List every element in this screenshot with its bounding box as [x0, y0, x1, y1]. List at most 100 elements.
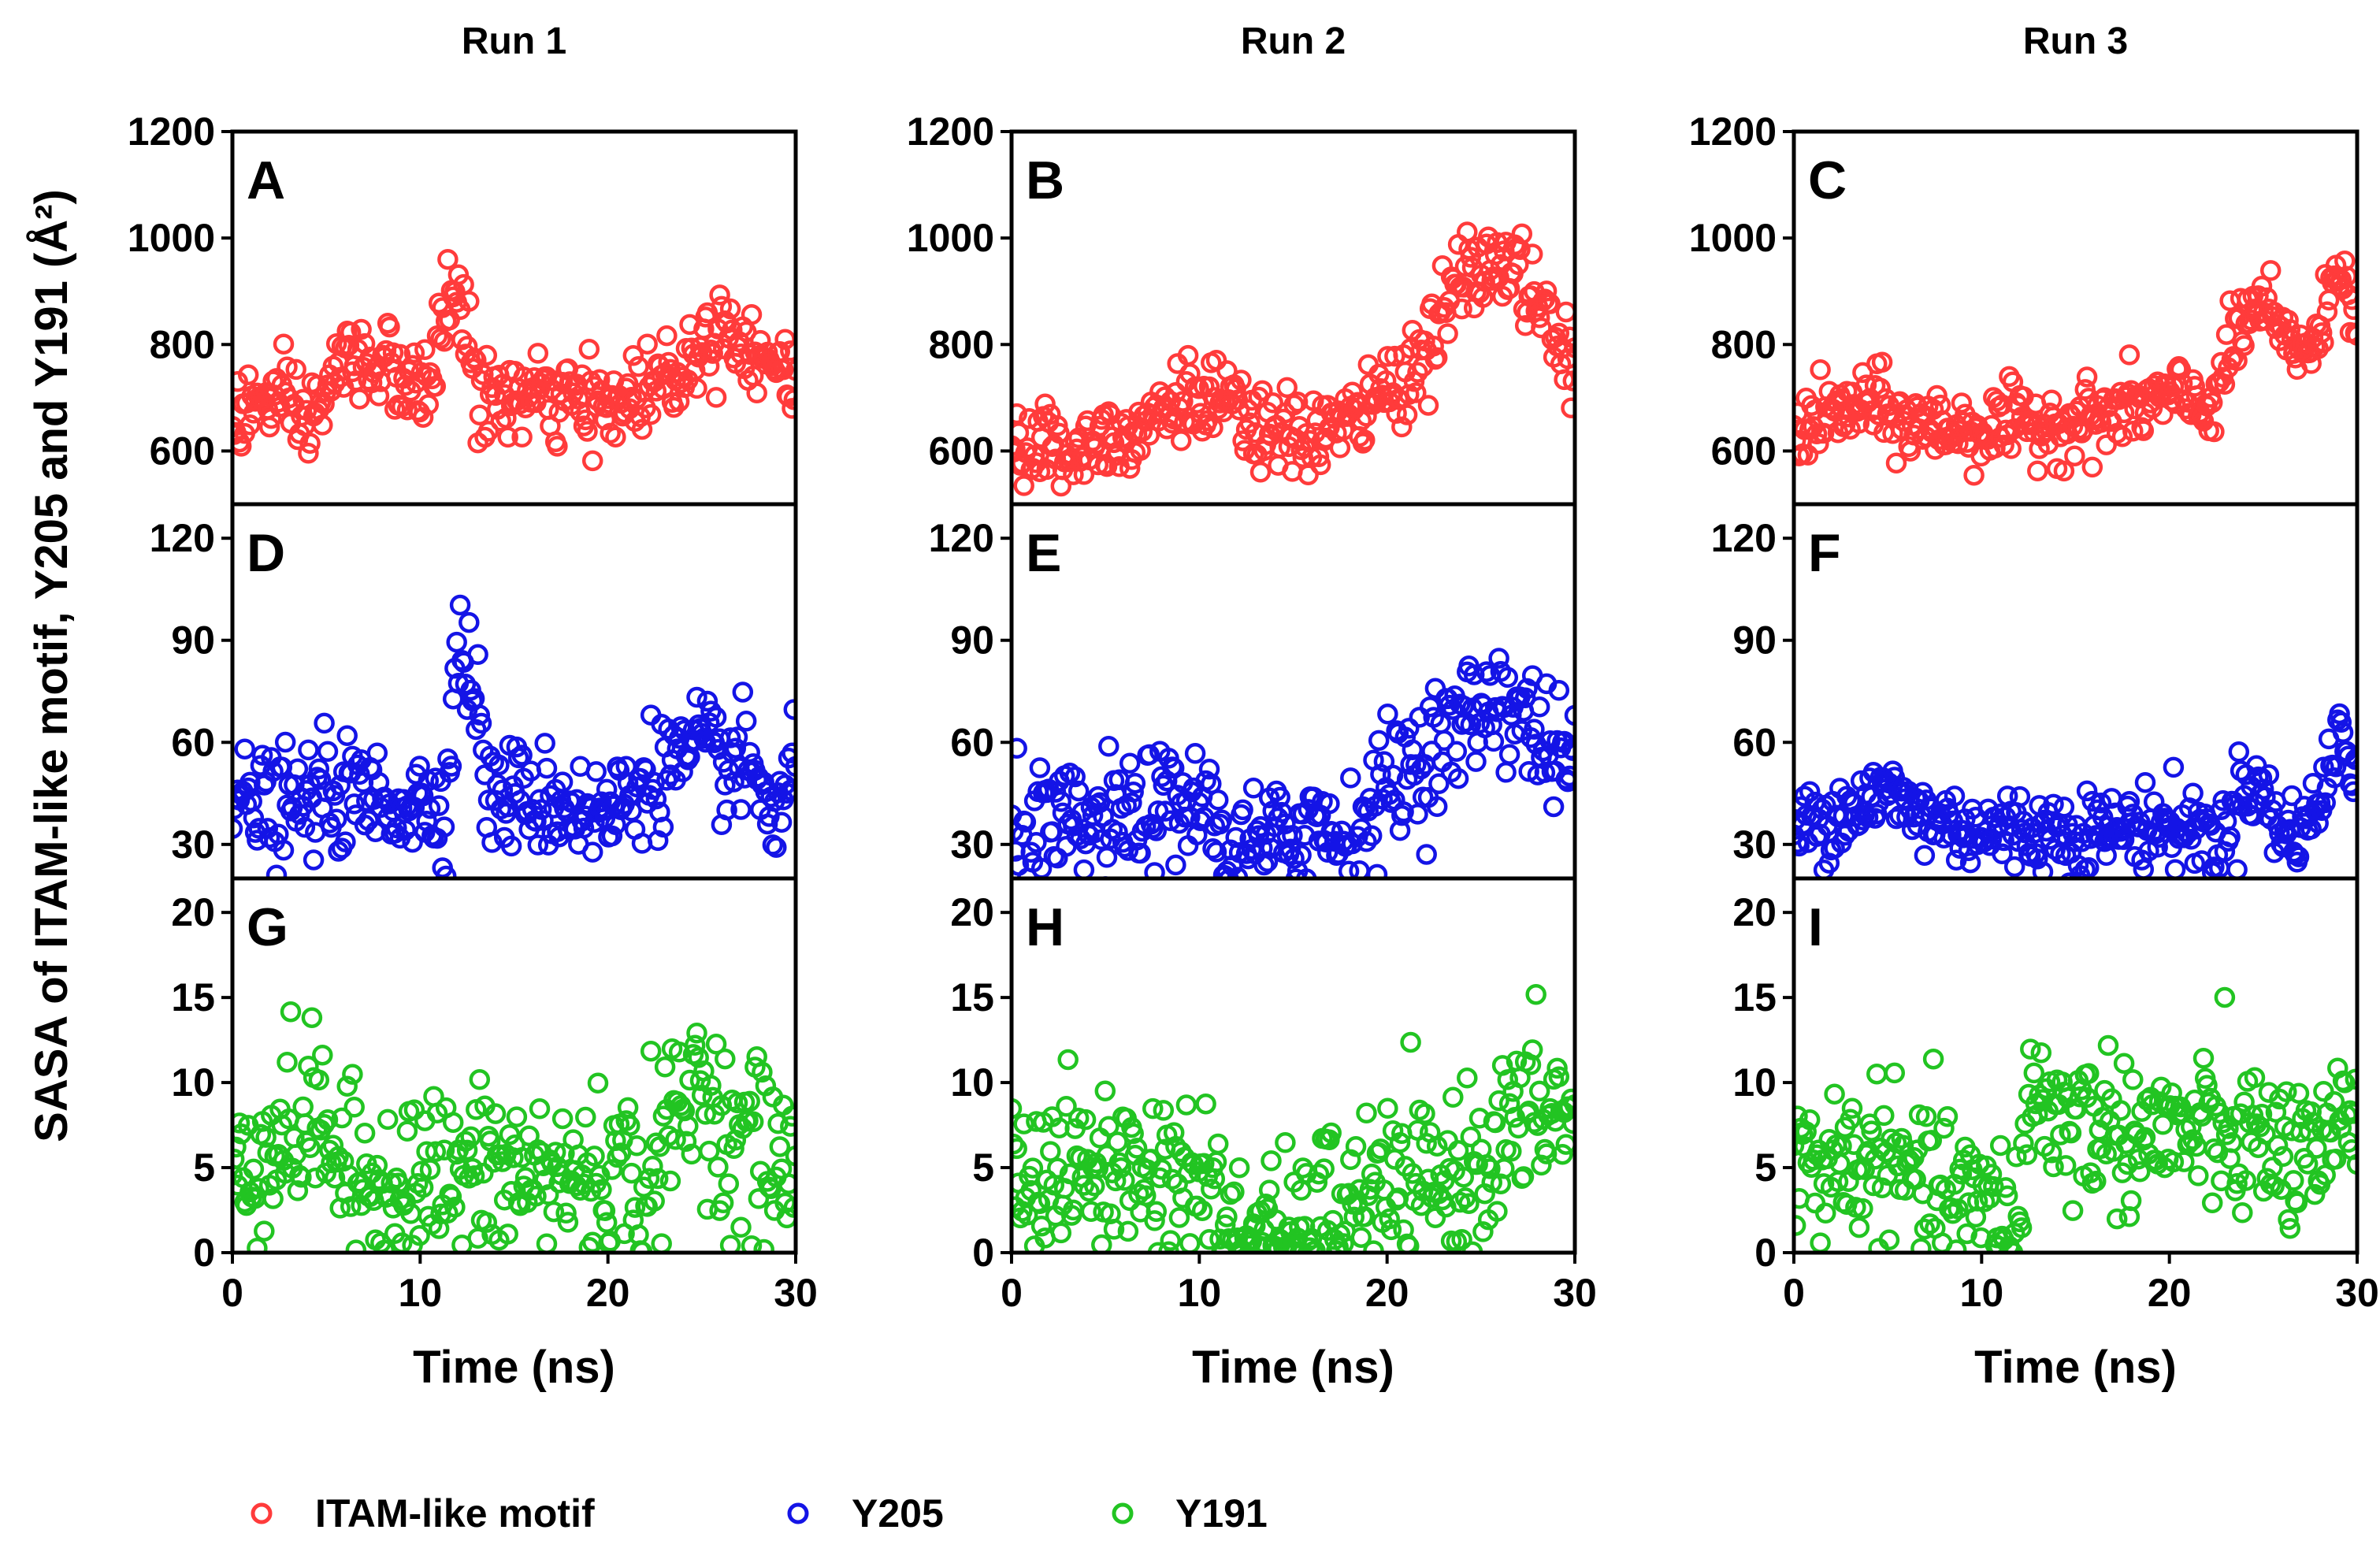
panel-F-points: [1794, 703, 2357, 878]
data-point: [2170, 358, 2192, 381]
data-point: [2315, 792, 2336, 814]
x-tick-label: 20: [1365, 1271, 1409, 1315]
data-point: [689, 1070, 711, 1091]
data-point: [2043, 1156, 2064, 1178]
data-point: [1290, 845, 1312, 866]
data-point: [1841, 1097, 1863, 1120]
data-point: [601, 825, 623, 847]
data-point: [349, 388, 370, 410]
data-point: [1227, 876, 1241, 878]
data-point: [403, 342, 425, 364]
data-point: [589, 369, 611, 391]
data-point: [1495, 762, 1517, 783]
data-point: [409, 1225, 430, 1246]
data-point: [343, 1097, 365, 1118]
data-point: [1117, 1220, 1139, 1242]
data-point: [1887, 1155, 1909, 1177]
data-point: [2221, 1131, 2243, 1153]
legend: ITAM-like motif Y205 Y191: [251, 1491, 1268, 1535]
data-point: [601, 1159, 623, 1180]
data-point: [1160, 810, 1181, 832]
data-point: [2118, 344, 2141, 366]
x-tick-label: 30: [1553, 1271, 1597, 1315]
y-tick-label: 10: [950, 1060, 994, 1105]
data-point: [2204, 421, 2225, 443]
data-point: [2143, 791, 2165, 813]
data-point: [308, 758, 330, 780]
data-point: [1497, 1069, 1519, 1090]
data-point: [2218, 1118, 2239, 1139]
data-point: [440, 756, 462, 777]
data-point: [314, 712, 335, 734]
data-point: [1198, 759, 1220, 780]
data-point: [340, 1196, 362, 1217]
data-point: [442, 1112, 464, 1133]
data-point: [1419, 696, 1441, 718]
data-point: [1123, 1123, 1144, 1145]
data-point: [578, 338, 600, 360]
data-point: [719, 298, 741, 320]
data-point: [2316, 301, 2338, 323]
data-point: [1963, 464, 1985, 486]
data-point: [1340, 767, 1361, 789]
data-point: [258, 416, 280, 438]
panel-A: 600 800 1000 1200 A: [128, 110, 798, 507]
data-point: [2120, 1190, 2142, 1212]
data-point: [459, 291, 480, 312]
data-point: [2325, 1149, 2347, 1170]
legend-marker-y205: [787, 1502, 809, 1524]
data-point: [2306, 1138, 2327, 1159]
y-tick-label: 1200: [1689, 110, 1777, 154]
data-point: [1305, 1240, 1326, 1253]
y-tick-label: 60: [950, 720, 994, 764]
data-point: [467, 644, 488, 666]
data-point: [1331, 895, 1349, 912]
data-point: [1089, 792, 1111, 813]
data-point: [735, 711, 757, 732]
data-point: [299, 1137, 321, 1159]
data-point: [1098, 736, 1119, 757]
data-point: [715, 1048, 736, 1070]
data-point: [435, 865, 457, 878]
data-point: [2078, 1063, 2100, 1084]
data-point: [1313, 1158, 1335, 1179]
data-point: [719, 1235, 741, 1253]
data-point: [303, 849, 325, 871]
data-point: [1285, 868, 1307, 878]
x-tick-label: 10: [1178, 1271, 1222, 1315]
x-axis-title: Time (ns): [1974, 1342, 2177, 1393]
data-point: [2113, 1053, 2135, 1074]
data-point: [1207, 1133, 1229, 1155]
data-point: [1379, 784, 1400, 805]
data-point: [1354, 429, 1376, 451]
data-point: [1050, 791, 1072, 812]
data-point: [325, 808, 347, 830]
y-tick-label: 90: [950, 618, 994, 663]
data-point: [2000, 438, 2022, 459]
panel-C: 600 800 1000 1200 C: [1689, 110, 2360, 507]
data-point: [1794, 1105, 1808, 1127]
data-point: [232, 1112, 251, 1134]
panel-letter-F: F: [1808, 523, 1841, 583]
data-point: [2339, 773, 2357, 794]
data-point: [746, 382, 767, 404]
panel-I: 0 5 10 15 20 0 10 20 30 Time (ns) I: [1732, 876, 2379, 1393]
data-point: [2023, 1062, 2045, 1084]
data-point: [310, 769, 332, 790]
data-point: [473, 1162, 494, 1184]
data-point: [709, 284, 730, 306]
data-point: [1426, 347, 1448, 369]
data-point: [354, 1122, 376, 1144]
legend-item-y205: Y205: [787, 1491, 944, 1535]
data-point: [654, 1056, 676, 1078]
data-point: [1170, 430, 1192, 451]
y-tick-label: 120: [1711, 516, 1777, 560]
data-point: [684, 1034, 706, 1056]
x-tick-label: 10: [399, 1271, 443, 1315]
data-point: [2009, 785, 2031, 808]
data-point: [1451, 1228, 1472, 1250]
data-point: [785, 360, 796, 381]
data-point: [568, 388, 589, 410]
data-point: [1983, 1175, 2004, 1198]
y-tick-label: 15: [1732, 975, 1777, 1019]
